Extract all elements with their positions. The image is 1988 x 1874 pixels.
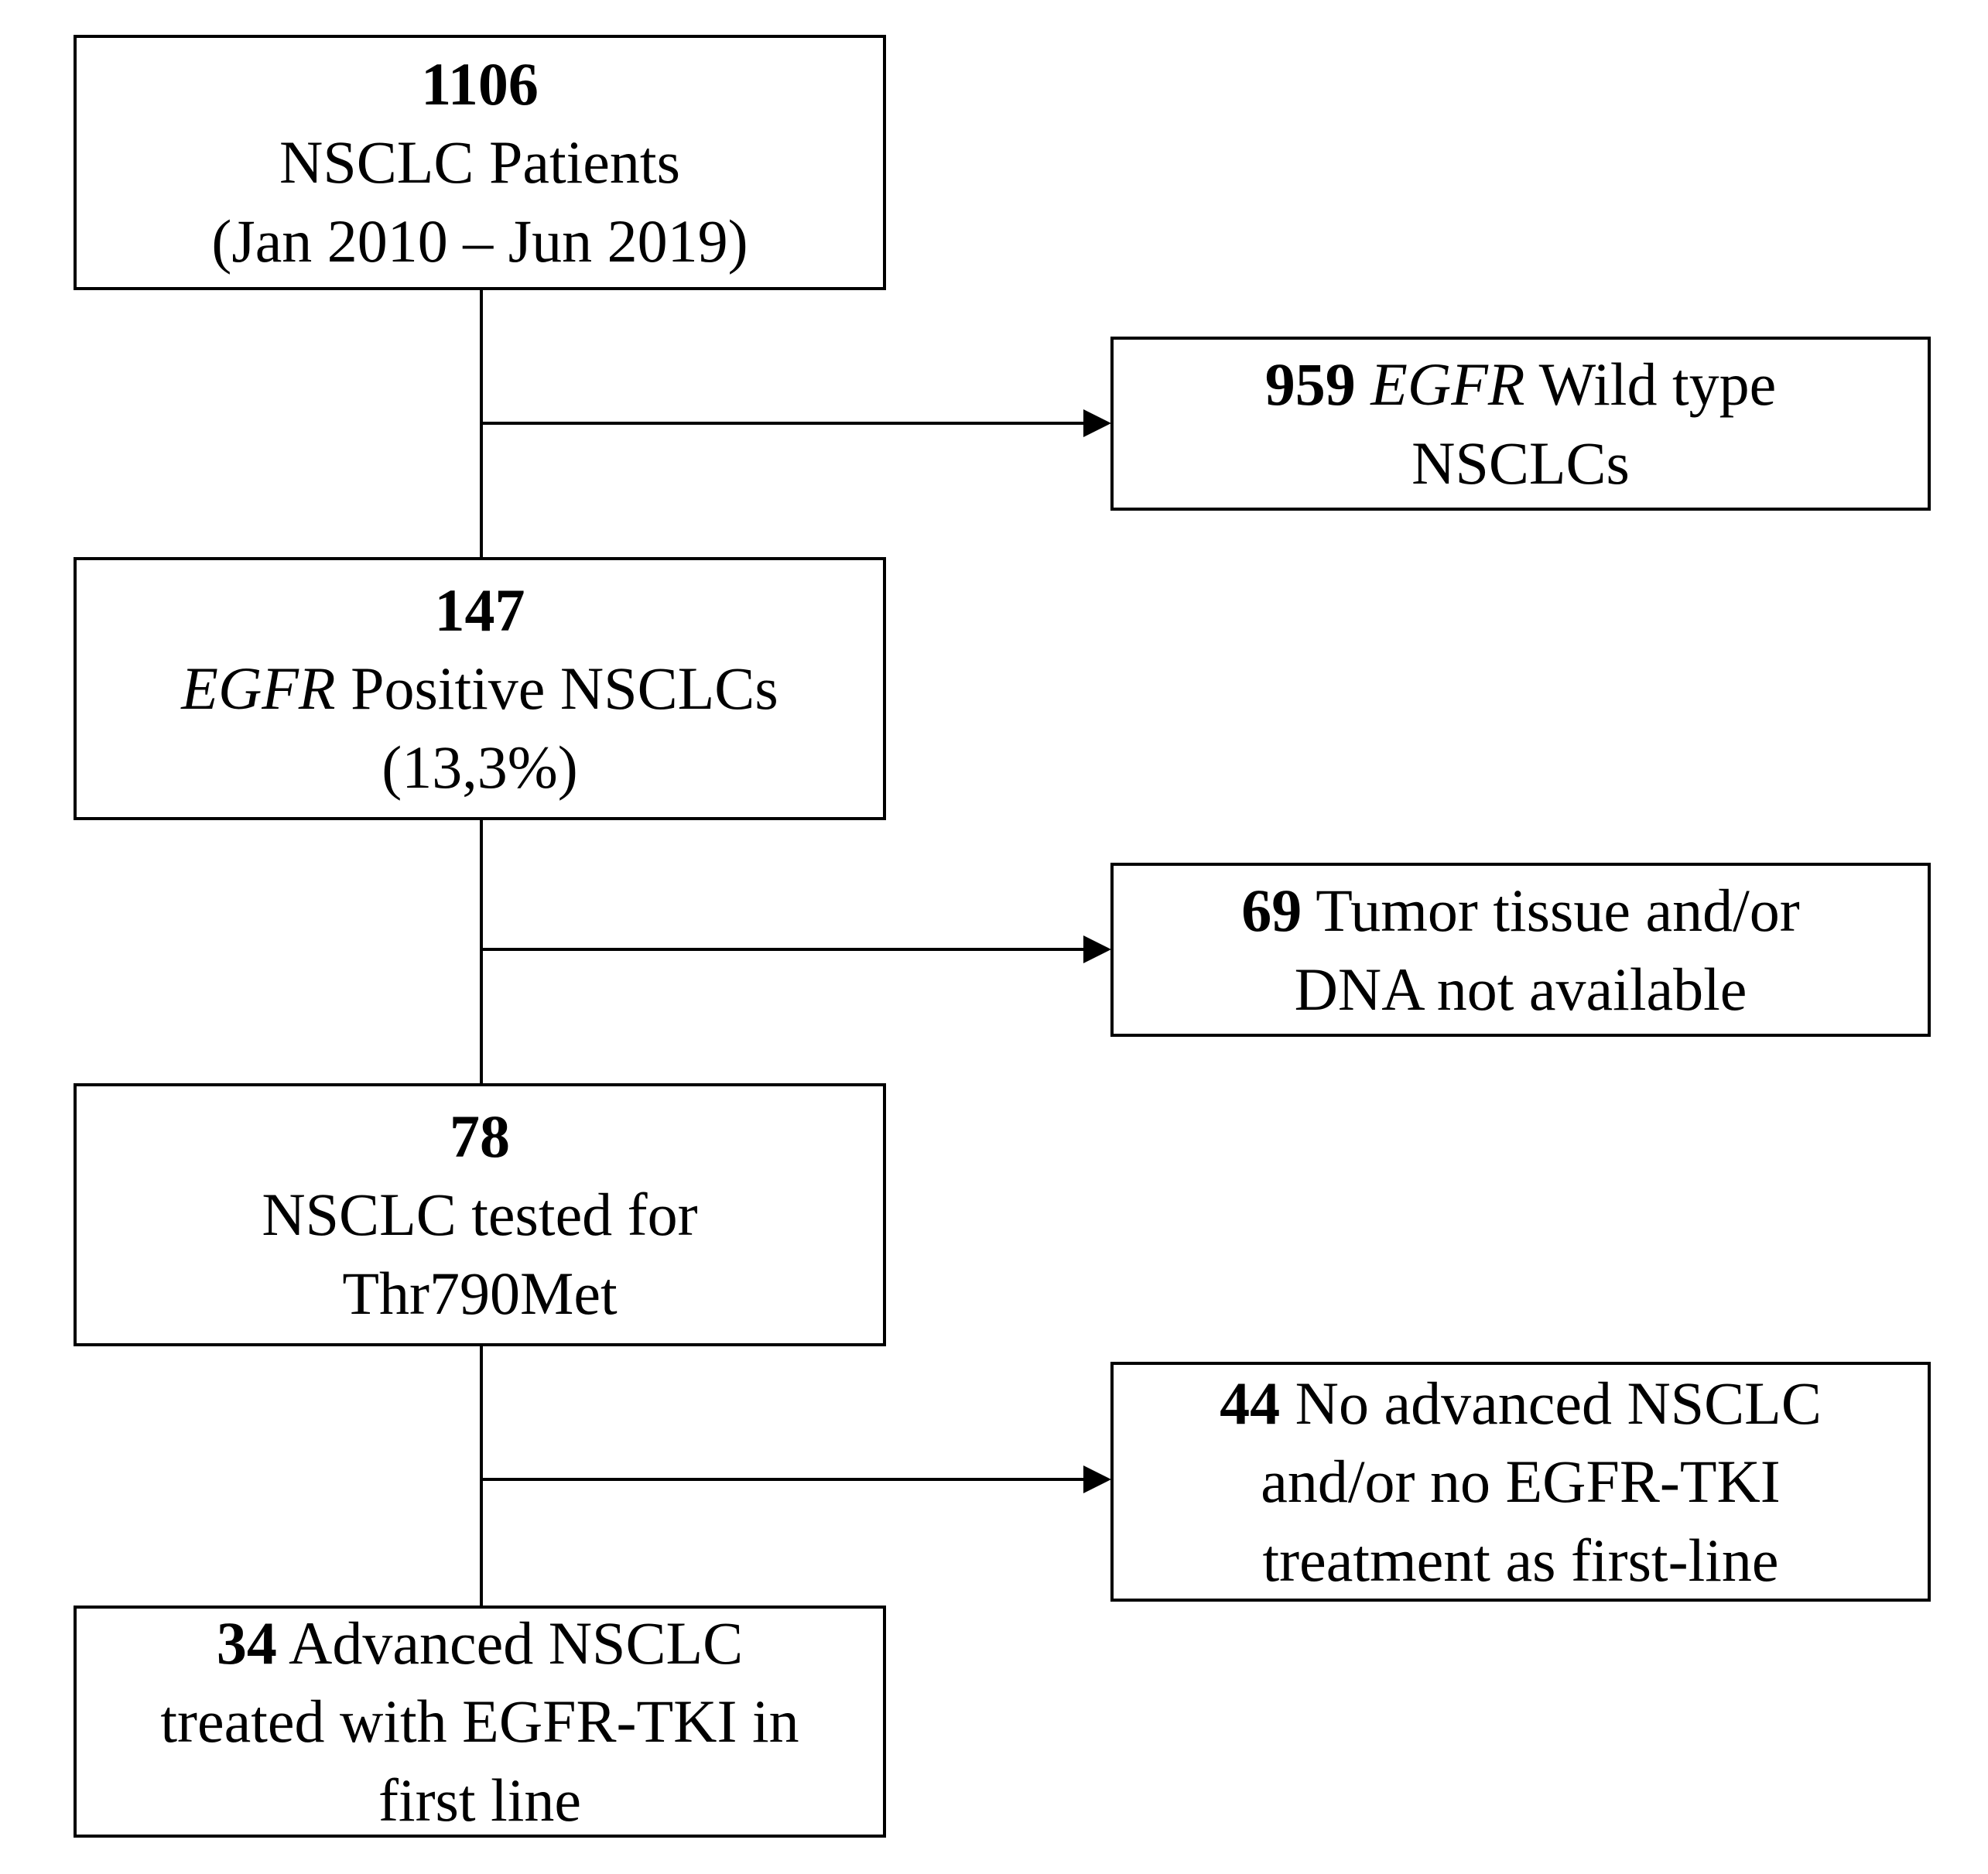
- label-line2b: Positive NSCLCs: [336, 655, 778, 722]
- node-excluded-no-advanced: 44 No advanced NSCLC and/or no EGFR-TKI …: [1110, 1362, 1931, 1602]
- connector-horizontal-3: [480, 1478, 1083, 1481]
- connector-vertical-3: [480, 1346, 483, 1606]
- node-total-patients: 1106 NSCLC Patients (Jan 2010 – Jun 2019…: [74, 35, 886, 290]
- arrowhead-icon: [1083, 1465, 1111, 1493]
- label-line1b: Advanced NSCLC: [277, 1609, 743, 1677]
- node-excluded-no-tissue: 69 Tumor tissue and/or DNA not available: [1110, 863, 1931, 1037]
- label-line3: first line: [378, 1761, 581, 1839]
- count: 78: [450, 1103, 510, 1170]
- label-line3: Thr790Met: [342, 1254, 617, 1332]
- label-line3: (13,3%): [382, 728, 577, 806]
- node-egfr-positive: 147 EGFR Positive NSCLCs (13,3%): [74, 557, 886, 820]
- arrowhead-icon: [1083, 935, 1111, 963]
- label-line2: and/or no EGFR-TKI: [1261, 1442, 1781, 1520]
- label-line2: NSCLC Patients: [279, 123, 680, 201]
- label-line1b: Tumor tissue and/or: [1302, 877, 1800, 944]
- connector-horizontal-2: [480, 948, 1083, 951]
- label-line3: (Jan 2010 – Jun 2019): [211, 202, 748, 280]
- label-line1c: Wild type: [1525, 351, 1777, 418]
- node-tested-thr790met: 78 NSCLC tested for Thr790Met: [74, 1083, 886, 1346]
- count: 69: [1241, 877, 1302, 944]
- count: 1106: [421, 50, 539, 118]
- label-line2: NSCLCs: [1411, 424, 1630, 502]
- connector-horizontal-1: [480, 422, 1083, 425]
- count: 34: [217, 1609, 277, 1677]
- label-line2: treated with EGFR-TKI in: [160, 1682, 799, 1760]
- patient-flow-diagram: 1106 NSCLC Patients (Jan 2010 – Jun 2019…: [31, 31, 1957, 1843]
- label-line2: DNA not available: [1295, 950, 1747, 1028]
- label-line3: treatment as first-line: [1262, 1521, 1778, 1599]
- count: 959: [1265, 351, 1356, 418]
- label-line2: NSCLC tested for: [262, 1175, 697, 1253]
- connector-vertical-2: [480, 820, 483, 1083]
- count: 44: [1220, 1370, 1280, 1437]
- gene-name: EGFR: [1370, 351, 1524, 418]
- gene-name: EGFR: [181, 655, 335, 722]
- label-line1b: No advanced NSCLC: [1280, 1370, 1822, 1437]
- node-excluded-wildtype: 959 EGFR Wild type NSCLCs: [1110, 337, 1931, 511]
- arrowhead-icon: [1083, 409, 1111, 437]
- node-advanced-treated: 34 Advanced NSCLC treated with EGFR-TKI …: [74, 1606, 886, 1838]
- count: 147: [435, 576, 525, 644]
